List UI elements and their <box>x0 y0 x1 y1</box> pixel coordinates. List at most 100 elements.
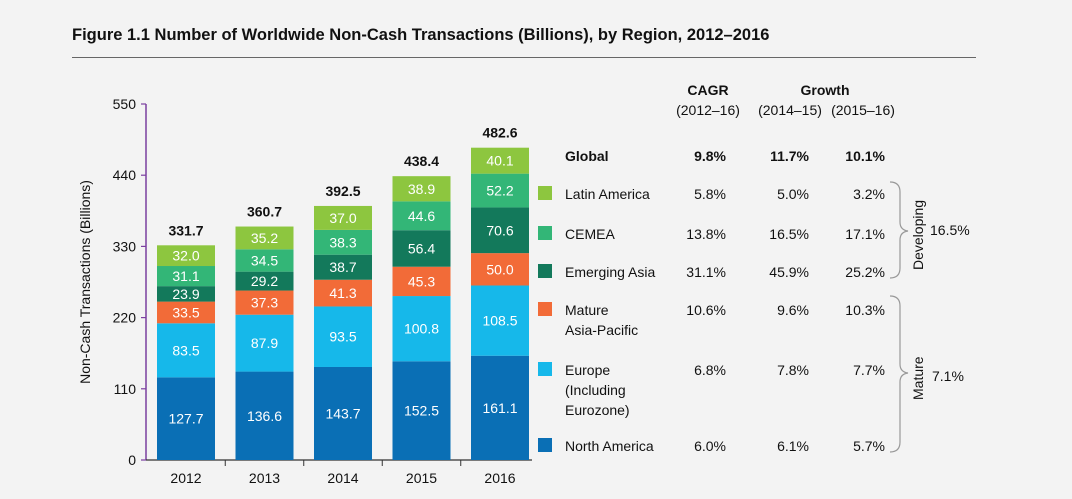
bar-segment <box>392 176 451 202</box>
bar-segment <box>235 226 294 250</box>
table-cell-g1: 11.7% <box>770 148 809 164</box>
table-cell-cagr: 5.8% <box>694 186 726 202</box>
bar-segment <box>157 266 215 287</box>
y-axis-label: Non-Cash Transactions (Billions) <box>77 180 93 384</box>
bar-segment <box>314 229 372 255</box>
table-row-label: North America <box>565 438 654 454</box>
bar-segment <box>392 361 451 460</box>
bar-data-label: 70.6 <box>486 222 513 238</box>
bar-data-label: 108.5 <box>482 313 517 329</box>
table-cell-g1: 9.6% <box>777 302 809 318</box>
y-tick-label: 440 <box>113 167 137 183</box>
table-row-label: CEMEA <box>565 226 615 242</box>
bar-segment <box>157 377 215 460</box>
x-tick-label: 2012 <box>170 470 201 486</box>
page-title: Figure 1.1 Number of Worldwide Non-Cash … <box>72 26 770 44</box>
table-cell-g1: 6.1% <box>777 438 809 454</box>
table-row-label: Mature Asia-Pacific <box>565 302 639 338</box>
bar-segment <box>471 355 529 460</box>
bar-data-label: 35.2 <box>251 230 278 246</box>
legend-swatch <box>538 438 552 452</box>
bar-data-label: 38.9 <box>408 181 435 197</box>
bar-total-label: 482.6 <box>482 125 517 141</box>
bar-data-label: 37.0 <box>329 210 356 226</box>
bar-segment <box>157 245 215 267</box>
table-cell-cagr: 9.8% <box>694 148 726 164</box>
bar-data-label: 23.9 <box>172 286 199 302</box>
y-tick-label: 220 <box>113 310 137 326</box>
x-tick-label: 2014 <box>327 470 358 486</box>
header-col2: (2014–15) <box>758 102 822 118</box>
table-cell-g2: 7.7% <box>853 362 885 378</box>
bar-data-label: 161.1 <box>482 400 517 416</box>
table-cell-cagr: 6.0% <box>694 438 726 454</box>
bar-segment <box>471 253 529 286</box>
bar-data-label: 44.6 <box>408 208 435 224</box>
bar-data-label: 50.0 <box>486 261 513 277</box>
bar-segment <box>157 323 215 378</box>
bar-segment <box>235 271 294 291</box>
bar-segment <box>471 207 529 254</box>
header-col3: (2015–16) <box>831 102 895 118</box>
bar-segment <box>392 230 451 267</box>
table-cell-g2: 3.2% <box>853 186 885 202</box>
bar-segment <box>157 286 215 302</box>
bar-total-label: 392.5 <box>325 183 360 199</box>
bar-segment <box>392 201 451 231</box>
y-tick-label: 110 <box>114 381 137 397</box>
bar-segment <box>157 301 215 324</box>
x-tick-label: 2016 <box>484 470 515 486</box>
bar-total-label: 331.7 <box>168 222 203 238</box>
table-cell-g1: 45.9% <box>769 264 809 280</box>
table-cell-g1: 5.0% <box>777 186 809 202</box>
table-cell-g1: 7.8% <box>777 362 809 378</box>
bar-segment <box>235 314 294 372</box>
table-row-label: Global <box>565 148 609 164</box>
bar-data-label: 29.2 <box>251 273 278 289</box>
legend-swatch <box>538 226 552 240</box>
bar-data-label: 127.7 <box>168 411 203 427</box>
y-tick-label: 0 <box>128 452 136 468</box>
bar-segment <box>314 205 372 230</box>
table-cell-cagr: 31.1% <box>686 264 726 280</box>
bar-data-label: 100.8 <box>404 321 439 337</box>
bar-segment <box>471 285 529 356</box>
legend-swatch <box>538 302 552 316</box>
table-cell-g1: 16.5% <box>769 226 809 242</box>
table-cell-cagr: 10.6% <box>686 302 726 318</box>
table-cell-g2: 10.1% <box>845 148 885 164</box>
bar-segment <box>392 296 451 362</box>
header-growth: Growth <box>800 82 850 98</box>
bar-data-label: 38.3 <box>329 234 356 250</box>
header-cagr: CAGR <box>687 82 729 98</box>
table-row-label: Europe (Including Eurozone) <box>565 362 630 418</box>
x-tick-label: 2013 <box>249 470 280 486</box>
header-col1: (2012–16) <box>676 102 740 118</box>
bar-data-label: 31.1 <box>172 268 199 284</box>
bar-data-label: 52.2 <box>486 183 513 199</box>
bar-data-label: 83.5 <box>172 342 199 358</box>
table-cell-g2: 10.3% <box>845 302 885 318</box>
group-value-mature: 7.1% <box>932 368 964 384</box>
group-label-developing: Developing <box>910 199 926 270</box>
table-row-label: Latin America <box>565 186 650 202</box>
table-cell-g2: 17.1% <box>845 226 885 242</box>
x-tick-label: 2015 <box>406 470 437 486</box>
bar-total-label: 438.4 <box>404 153 439 169</box>
developing-bracket <box>889 181 909 279</box>
bar-segment <box>235 290 294 315</box>
stacked-bar-chart: 0 110 220 330 440 550 Non-Cash Transactions (B… <box>77 96 532 486</box>
bar-data-label: 152.5 <box>404 403 439 419</box>
bar-data-label: 93.5 <box>329 329 356 345</box>
bar-total-label: 360.7 <box>247 204 282 220</box>
bar-data-label: 33.5 <box>172 304 199 320</box>
y-tick-label: 330 <box>113 238 137 254</box>
bar-data-label: 87.9 <box>251 335 278 351</box>
group-label-mature: Mature <box>910 356 926 400</box>
bar-data-label: 56.4 <box>408 240 435 256</box>
legend-swatch <box>538 186 552 200</box>
bar-segment <box>314 366 372 460</box>
bar-data-label: 41.3 <box>329 285 356 301</box>
table-cell-cagr: 13.8% <box>686 226 726 242</box>
